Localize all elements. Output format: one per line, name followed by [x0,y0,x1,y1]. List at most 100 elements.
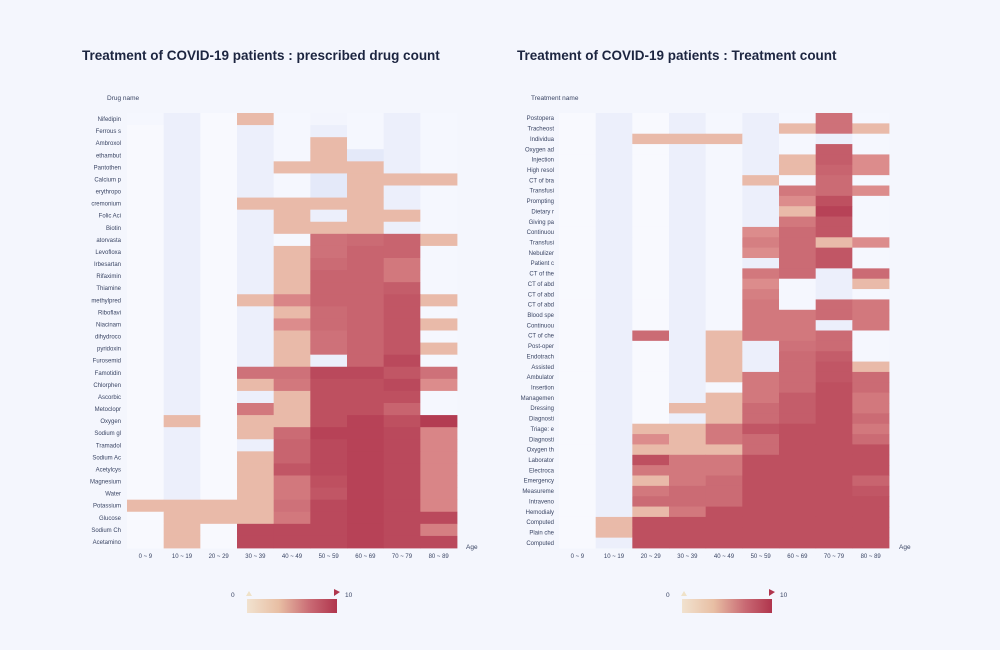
heatmap-cell [669,144,707,155]
heatmap-cell [852,164,890,176]
heatmap-cell [632,454,670,466]
heatmap-cell [127,439,165,452]
heatmap-cell [273,354,311,368]
heatmap-cell [705,361,743,373]
heatmap-cell [310,499,348,513]
heatmap-cell [347,137,385,150]
heatmap-cell [163,173,201,186]
heatmap-cell [632,340,670,352]
heatmap-cell [779,537,817,549]
row-label: High resol [527,168,554,174]
heatmap-cell [705,351,743,362]
heatmap-cell [347,427,385,440]
heatmap-cell [163,475,201,488]
heatmap-cell [742,413,780,425]
heatmap-cell [420,270,458,283]
heatmap-cell [852,454,890,466]
heatmap-cell [815,185,853,197]
heatmap-cell [559,444,597,456]
heatmap-cell [383,463,421,476]
heatmap-cell [237,185,275,198]
heatmap-cell [163,511,201,525]
heatmap-cell [632,154,670,166]
heatmap-cell [852,392,890,404]
heatmap-cell [852,444,890,456]
heatmap-cell [237,173,275,186]
heatmap-cell [742,258,780,269]
heatmap-cell [815,527,853,539]
heatmap-cell [742,154,780,166]
heatmap-cell [595,361,633,373]
heatmap-cell [163,439,201,452]
heatmap-cell [127,451,165,464]
heatmap-cell [559,403,597,414]
heatmap-cell [383,342,421,356]
heatmap-cell [559,361,597,373]
colorbar-min-marker [681,591,687,596]
heatmap-cell [127,197,165,211]
heatmap-cell [669,516,707,528]
heatmap-cell [273,342,311,356]
heatmap-cell [669,351,707,362]
heatmap-cell [632,113,670,124]
row-label: Magnesium [90,480,121,486]
row-label: Blood spe [527,313,554,319]
heatmap-cell [632,144,670,155]
heatmap-cell [420,330,458,343]
row-label: CT of che [528,334,555,340]
heatmap-cell [815,537,853,549]
heatmap-cell [852,340,890,352]
heatmap-cell [779,371,817,383]
heatmap-cell [815,444,853,456]
heatmap-cell [632,485,670,497]
heatmap-cell [310,475,348,488]
heatmap-cell [742,113,780,124]
heatmap-cell [705,258,743,269]
heatmap-cell [779,465,817,476]
heatmap-cell [420,535,458,549]
heatmap-cell [347,233,385,247]
heatmap-cell [595,164,633,176]
row-label: Furosemid [93,359,121,365]
heatmap-cell [127,487,165,501]
heatmap-cell [310,245,348,259]
heatmap-cell [705,434,743,445]
heatmap-cell [273,366,311,380]
heatmap-cell [705,516,743,528]
heatmap-cell [237,270,275,283]
heatmap-cell [815,371,853,383]
heatmap-cell [595,289,633,300]
heatmap-cell [237,535,275,549]
heatmap-cell [669,413,707,425]
heatmap-cell [237,233,275,247]
heatmap-cell [669,113,707,124]
heatmap-cell [347,185,385,198]
heatmap-cell [779,113,817,124]
colorbar-max-marker [769,589,775,596]
heatmap-cell [705,247,743,259]
heatmap-cell [383,209,421,223]
colorbar [247,599,337,613]
heatmap-cell [420,137,458,150]
heatmap-cell [200,475,238,488]
heatmap-cell [669,485,707,497]
heatmap-cell [237,475,275,488]
heatmap-cell [852,144,890,155]
heatmap-cell [595,123,633,135]
heatmap-cell [705,465,743,476]
heatmap-cell [852,289,890,300]
heatmap-cell [200,427,238,440]
heatmap-cell [383,451,421,464]
heatmap-cell [163,463,201,476]
heatmap-cell [420,439,458,452]
colorbar-max-label: 10 [345,592,353,599]
heatmap-cell [815,113,853,124]
heatmap-cell [200,270,238,283]
heatmap-cell [595,175,633,186]
heatmap-cell [705,403,743,414]
heatmap-cell [742,465,780,476]
heatmap-cell [595,537,633,549]
heatmap-cell [595,154,633,166]
heatmap-cell [742,206,780,217]
heatmap-cell [200,258,238,271]
